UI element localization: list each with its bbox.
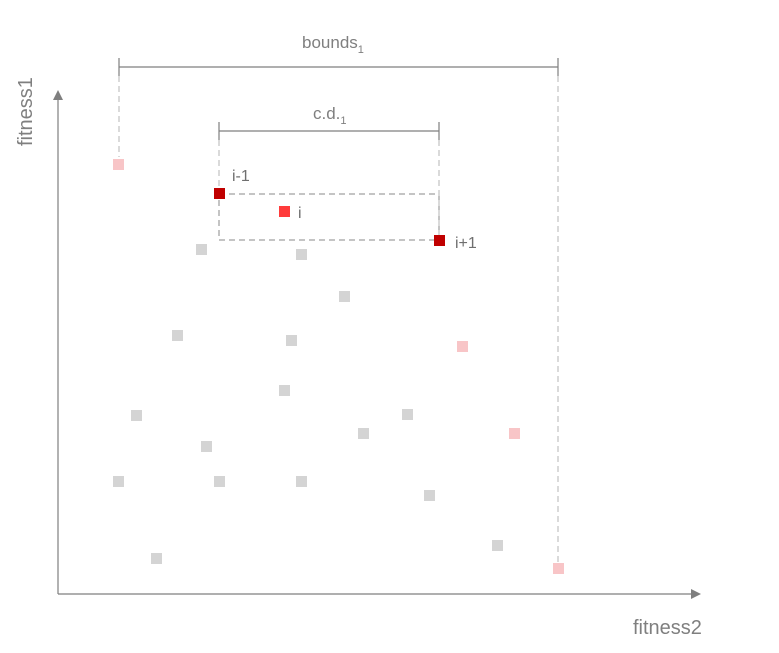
label-i-minus-1: i-1 (232, 168, 250, 185)
point-i-plus-1 (434, 235, 445, 246)
extreme-point (509, 428, 520, 439)
population-point (113, 476, 124, 487)
population-point (492, 540, 503, 551)
label-i: i (298, 205, 302, 222)
x-axis-label: fitness2 (633, 617, 702, 639)
crowding-distance-bracket (218, 122, 440, 140)
label-i-plus-1: i+1 (455, 235, 477, 252)
population-point (424, 490, 435, 501)
population-point (358, 428, 369, 439)
population-point (296, 249, 307, 260)
crowding-cuboid (218, 193, 440, 241)
extreme-point (553, 563, 564, 574)
population-point (339, 291, 350, 302)
crowding-distance-label: c.d.1 (313, 104, 347, 127)
crowding-distance-subscript: 1 (340, 115, 346, 127)
extreme-point (113, 159, 124, 170)
population-point (279, 385, 290, 396)
population-point (131, 410, 142, 421)
bounds-label: bounds1 (302, 33, 364, 56)
population-point (214, 476, 225, 487)
bounds-bracket (118, 58, 559, 76)
population-point (201, 441, 212, 452)
bounds-subscript: 1 (358, 44, 364, 56)
extreme-point (457, 341, 468, 352)
population-point (402, 409, 413, 420)
population-point (296, 476, 307, 487)
y-axis-label: fitness1 (15, 77, 37, 146)
population-points (113, 244, 503, 564)
population-point (172, 330, 183, 341)
point-i-minus-1 (214, 188, 225, 199)
population-point (196, 244, 207, 255)
population-point (286, 335, 297, 346)
population-point (151, 553, 162, 564)
extreme-points (113, 159, 564, 574)
point-i (279, 206, 290, 217)
